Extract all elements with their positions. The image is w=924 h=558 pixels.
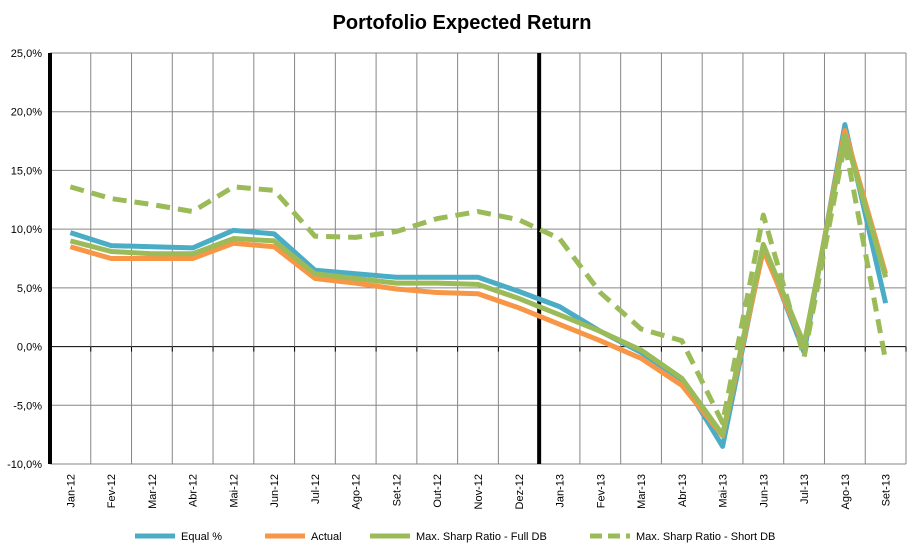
- x-tick-label: Jul-12: [310, 474, 322, 504]
- y-tick-label: 25,0%: [11, 48, 42, 60]
- x-tick-label: Fev-12: [106, 474, 118, 508]
- x-tick-label: Jan-12: [65, 474, 77, 508]
- x-tick-label: Nov-12: [473, 474, 485, 509]
- x-tick-label: Ago-12: [351, 474, 363, 509]
- x-tick-label: Mar-13: [636, 474, 648, 509]
- x-tick-label: Ago-13: [840, 474, 852, 509]
- x-tick-label: Jun-13: [758, 474, 770, 508]
- y-tick-label: -5,0%: [13, 400, 42, 412]
- y-tick-label: 0,0%: [17, 342, 42, 354]
- series-line-max-sharp-ratio-full-db: [69, 132, 889, 438]
- x-tick-label: Mar-12: [147, 474, 159, 509]
- x-tick-label: Jun-12: [269, 474, 281, 508]
- x-tick-label: Jan-13: [555, 474, 567, 508]
- y-tick-label: 20,0%: [11, 107, 42, 119]
- x-tick-label: Abr-12: [188, 474, 200, 507]
- x-tick-label: Mai-13: [718, 474, 730, 508]
- x-tick-label: Out-12: [432, 474, 444, 508]
- y-tick-label: 15,0%: [11, 165, 42, 177]
- x-tick-label: Set-12: [391, 474, 403, 506]
- legend-label: Max. Sharp Ratio - Short DB: [636, 531, 775, 543]
- x-tick-label: Dez-12: [514, 474, 526, 509]
- legend-label: Actual: [311, 531, 342, 543]
- legend-label: Equal %: [181, 531, 222, 543]
- x-tick-label: Jul-13: [799, 474, 811, 504]
- y-tick-label: 5,0%: [17, 283, 42, 295]
- x-tick-label: Mai-12: [228, 474, 240, 508]
- y-tick-label: -10,0%: [7, 459, 42, 471]
- x-tick-label: Fev-13: [595, 474, 607, 508]
- y-tick-label: 10,0%: [11, 224, 42, 236]
- chart-title: Portofolio Expected Return: [332, 12, 592, 34]
- legend-label: Max. Sharp Ratio - Full DB: [416, 531, 547, 543]
- x-tick-label: Abr-13: [677, 474, 689, 507]
- x-tick-label: Set-13: [881, 474, 893, 506]
